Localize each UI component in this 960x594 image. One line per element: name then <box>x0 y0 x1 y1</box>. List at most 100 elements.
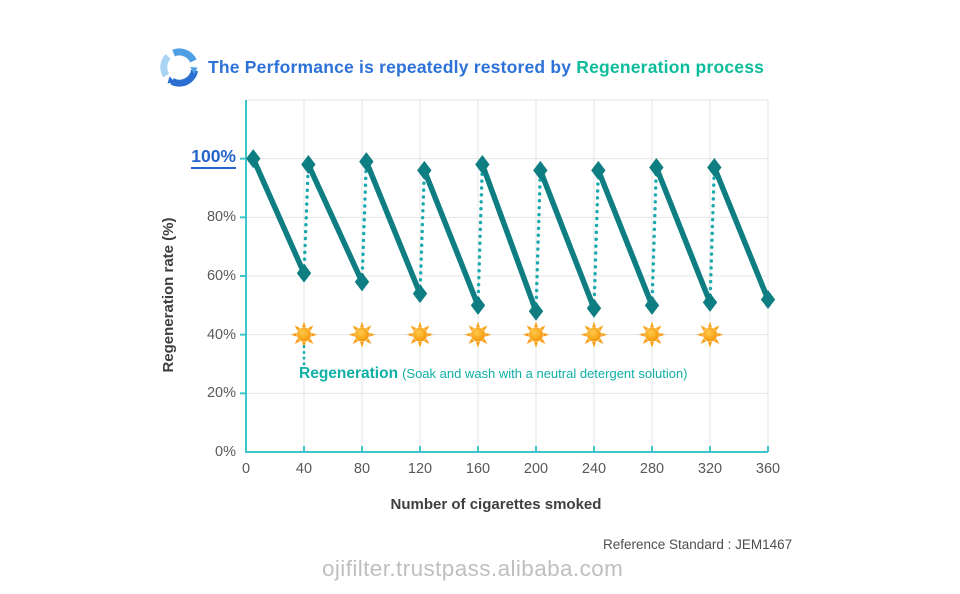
data-point-diamond <box>644 295 660 315</box>
sun-icon <box>580 321 608 348</box>
regeneration-restore-segment <box>360 159 369 284</box>
sun-ray <box>700 338 707 345</box>
sun-ray <box>476 342 480 348</box>
sun-ray <box>708 321 712 328</box>
x-tick-label: 80 <box>353 461 371 477</box>
y-tick-label: 80% <box>206 209 236 226</box>
sun-ray <box>365 325 372 331</box>
sun-ray <box>369 332 376 337</box>
x-axis-title: Number of cigarettes smoked <box>390 496 602 513</box>
performance-drop-segment <box>537 167 597 312</box>
x-tick-label: 0 <box>241 461 251 477</box>
sun-ray <box>650 321 654 328</box>
sun-ray <box>655 325 662 331</box>
data-point-diamond <box>354 272 370 292</box>
sun-ray <box>659 332 666 337</box>
regeneration-restore-segment <box>418 168 427 296</box>
circular-refresh-arrows-icon <box>160 48 199 87</box>
x-tick-label: 160 <box>465 461 491 477</box>
sun-ray <box>696 332 703 337</box>
sun-ray <box>592 342 596 348</box>
sun-ray <box>423 325 430 331</box>
sun-ray <box>481 325 488 331</box>
regeneration-restore-segment <box>650 165 659 308</box>
reference-standard-note: Reference Standard : JEM1467 <box>603 537 793 552</box>
sun-ray <box>601 332 608 337</box>
y-tick-label: 40% <box>206 326 236 343</box>
y-tick-label: 60% <box>206 268 236 284</box>
sun-ray <box>526 338 533 345</box>
sun-ray <box>597 325 604 331</box>
data-point-diamond <box>591 160 606 180</box>
data-point-diamond <box>301 155 316 175</box>
data-point-diamond <box>296 263 312 283</box>
y-axis-highlight-100: 100% <box>178 146 236 169</box>
sun-ray <box>522 332 529 337</box>
sun-ray <box>307 338 314 345</box>
data-point-diamond <box>475 155 490 175</box>
sun-ray <box>476 321 480 328</box>
data-point-diamond <box>707 157 722 177</box>
sun-icon <box>696 321 724 348</box>
data-point-diamond <box>586 298 602 318</box>
sun-ray <box>700 325 707 331</box>
data-point-diamond <box>246 149 261 169</box>
sun-ray <box>468 325 475 331</box>
sun-icon <box>522 321 550 348</box>
performance-drop-segment <box>479 161 539 314</box>
regeneration-restore-segment <box>476 162 485 308</box>
sun-core <box>355 327 369 342</box>
data-point-diamond <box>533 160 548 180</box>
sun-icon <box>290 321 318 348</box>
sun-ray <box>539 325 546 331</box>
sun-ray <box>584 338 591 345</box>
sun-ray <box>352 325 359 331</box>
performance-drop-segment <box>250 155 307 276</box>
x-tick-label: 40 <box>295 461 313 477</box>
x-tick-label: 280 <box>639 461 665 477</box>
sun-ray <box>294 325 301 331</box>
data-point-diamond <box>528 301 544 321</box>
data-point-diamond <box>359 152 374 172</box>
sun-ray <box>485 332 492 337</box>
sun-core <box>587 327 601 342</box>
sun-ray <box>360 321 364 328</box>
sun-ray <box>468 338 475 345</box>
sun-ray <box>534 342 538 348</box>
sun-ray <box>464 332 471 337</box>
x-tick-label: 240 <box>581 461 607 477</box>
sun-ray <box>592 321 596 328</box>
sun-icon <box>406 321 434 348</box>
sun-ray <box>290 332 297 337</box>
annotation-detail: (Soak and wash with a neutral detergent … <box>402 366 688 381</box>
x-tick-label: 320 <box>697 461 723 477</box>
performance-drop-segment <box>363 158 423 297</box>
sun-ray <box>543 332 550 337</box>
x-tick-label: 120 <box>407 461 433 477</box>
y-tick-label: 20% <box>206 385 236 402</box>
sun-ray <box>302 342 306 348</box>
sun-ray <box>655 338 662 345</box>
sun-ray <box>423 338 430 345</box>
data-point-diamond <box>470 295 486 315</box>
sun-ray <box>410 338 417 345</box>
performance-drop-segment <box>421 167 481 309</box>
sun-ray <box>481 338 488 345</box>
regeneration-annotation: Regeneration (Soak and wash with a neutra… <box>299 365 688 383</box>
data-point-diamond <box>702 292 718 312</box>
sun-core <box>703 327 717 342</box>
performance-drop-segment <box>305 161 365 285</box>
sun-ray <box>418 342 422 348</box>
regeneration-restore-segment <box>534 168 543 313</box>
sun-ray <box>539 338 546 345</box>
x-tick-label: 200 <box>523 461 549 477</box>
data-point-diamond <box>417 160 432 180</box>
sun-ray <box>650 342 654 348</box>
regeneration-restore-segment <box>708 165 717 305</box>
sun-core <box>297 327 311 342</box>
annotation-keyword: Regeneration <box>299 365 399 382</box>
performance-drop-segment <box>653 164 713 306</box>
x-tick-label: 360 <box>755 461 781 477</box>
sun-ray <box>406 332 413 337</box>
